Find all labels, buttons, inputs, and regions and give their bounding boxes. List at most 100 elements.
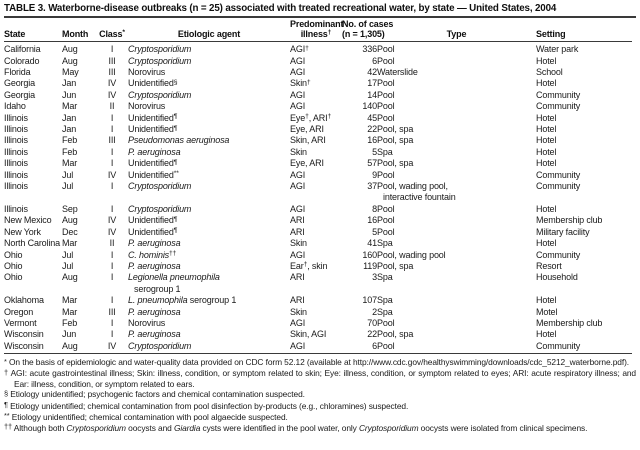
cell-setting: Hotel — [536, 329, 557, 340]
cell-month: Feb — [62, 146, 78, 157]
cell-type: Pool — [377, 226, 395, 237]
cell-cases: 160 — [362, 249, 377, 260]
cell-state: Ohio — [4, 249, 23, 260]
cell-class: III — [108, 55, 116, 66]
cell-setting: Motel — [536, 306, 558, 317]
cell-setting: Membership club — [536, 317, 603, 328]
cell-state: Colorado — [4, 55, 40, 66]
cell-setting: Hotel — [536, 55, 557, 66]
cell-agent: Unidentified¶ — [128, 124, 178, 135]
cell-illness: AGI — [290, 169, 306, 180]
cell-illness: AGI — [290, 340, 342, 355]
cell-cases: 17 — [367, 78, 377, 89]
cell-month: Mar — [62, 238, 78, 249]
cell-cases: 3 — [372, 272, 377, 283]
cell-class: I — [110, 317, 114, 328]
cell-agent: Legionella pneumophila serogroup 1 — [128, 272, 220, 294]
cell-setting: Hotel — [536, 295, 557, 306]
footnote-marker: ** — [4, 411, 10, 421]
cell-type: Pool, wading pool, interactive fountain — [377, 181, 456, 203]
cell-type: Pool — [377, 112, 395, 123]
table-header: State Month Class* Etiologic agent Predomina… — [4, 19, 632, 43]
footnote-marker: * — [4, 356, 7, 366]
cell-agent: Cryptosporidium — [128, 44, 192, 55]
table-title: TABLE 3. Waterborne-disease outbreaks (n… — [4, 3, 557, 14]
cell-state: Ohio — [4, 260, 23, 271]
cell-illness: ARI — [290, 295, 305, 306]
cell-illness: ARI — [290, 272, 305, 283]
cell-agent: Unidentified§ — [128, 78, 178, 89]
footnote-marker: § — [4, 388, 9, 398]
header-row: State Month Class* Etiologic agent Predomina… — [4, 19, 632, 43]
table-row: Georgia Jan IV Unidentified§ Skin† 17 Pool Hote… — [4, 78, 632, 89]
cell-month: Jul — [62, 249, 74, 260]
cell-month: Aug — [62, 55, 78, 66]
cell-month: Sep — [62, 203, 78, 214]
cell-class: II — [109, 101, 115, 112]
cell-state: Vermont — [4, 317, 37, 328]
cell-class: IV — [107, 215, 117, 226]
cell-cases: 107 — [362, 295, 377, 306]
cell-cases: 6 — [372, 55, 377, 66]
cell-agent: Unidentified¶ — [128, 158, 178, 169]
cell-cases: 8 — [372, 203, 377, 214]
cell-type: Pool — [377, 317, 395, 328]
cell-type: Pool, spa — [377, 135, 414, 146]
cell-class: I — [110, 295, 114, 306]
cell-agent: Unidentified¶ — [128, 226, 178, 237]
cell-class: I — [110, 203, 114, 214]
cell-agent: P. aeruginosa — [128, 306, 181, 317]
cell-class: I — [110, 112, 114, 123]
table-row: Illinois Feb III Pseudomonas aeruginosa Skin… — [4, 135, 632, 146]
cell-setting: Membership club — [536, 215, 603, 226]
cell-state: California — [4, 44, 41, 55]
cell-type: Pool — [377, 78, 395, 89]
cell-agent: Norovirus — [128, 67, 166, 77]
cell-state: Idaho — [4, 101, 26, 112]
footnote: * On the basis of epidemiologic and wate… — [4, 356, 629, 368]
cell-setting: Community — [536, 249, 581, 260]
cell-state: Ohio — [4, 272, 23, 283]
cell-agent: P. aeruginosa — [128, 329, 181, 340]
cell-setting: Hotel — [536, 146, 557, 157]
cell-month: Dec — [62, 226, 78, 237]
cell-state: Illinois — [4, 135, 28, 146]
cell-month: Aug — [62, 340, 96, 355]
table-row: Oregon Mar III P. aeruginosa Skin 2 Spa Motel — [4, 307, 632, 318]
column-header-month: Month — [62, 20, 96, 43]
table-row: Wisconsin Aug IV Cryptosporidium AGI 6 Pool Com… — [4, 340, 632, 355]
cell-month: Jul — [62, 169, 74, 180]
cell-illness: AGI — [290, 67, 306, 77]
cell-cases: 42 — [367, 67, 377, 77]
cell-agent: Unidentified¶ — [128, 215, 178, 226]
cell-agent: Norovirus — [128, 101, 166, 112]
cell-class: I — [110, 124, 114, 135]
table-row: California Aug I Cryptosporidium AGI† 336 Pool… — [4, 42, 632, 56]
table-row: Colorado Aug III Cryptosporidium AGI 6 Pool Hot… — [4, 56, 632, 67]
cell-state: North Carolina — [4, 238, 60, 249]
cell-month: Mar — [62, 295, 78, 306]
cell-cases: 14 — [367, 89, 377, 100]
cell-class: I — [110, 44, 114, 55]
column-header-cases: No. of cases (n = 1,305) — [342, 19, 393, 43]
cell-illness: Eye, ARI — [290, 124, 324, 135]
cell-type: Pool — [377, 55, 395, 66]
table-row: New Mexico Aug IV Unidentified¶ ARI 16 Pool Mem… — [4, 215, 632, 226]
table-row: New York Dec IV Unidentified¶ ARI 5 Pool Milita… — [4, 227, 632, 238]
cell-cases: 16 — [367, 215, 377, 226]
cell-type: Pool — [377, 169, 395, 180]
cell-class: IV — [96, 340, 128, 355]
cell-type: Pool, spa — [377, 158, 414, 169]
cell-month: Jun — [62, 329, 77, 340]
cell-illness: AGI — [290, 55, 306, 66]
column-header-state: State — [4, 20, 62, 43]
cell-month: Jul — [62, 260, 74, 271]
cell-state: Illinois — [4, 112, 28, 123]
table-row: Florida May III Norovirus AGI 42 Waterslide Sch… — [4, 67, 632, 78]
cell-illness: AGI — [290, 101, 306, 112]
cell-agent: Cryptosporidium — [128, 55, 192, 66]
cell-illness: Skin — [290, 146, 307, 157]
cell-type: Pool — [377, 340, 536, 355]
cell-month: Jan — [62, 78, 77, 89]
